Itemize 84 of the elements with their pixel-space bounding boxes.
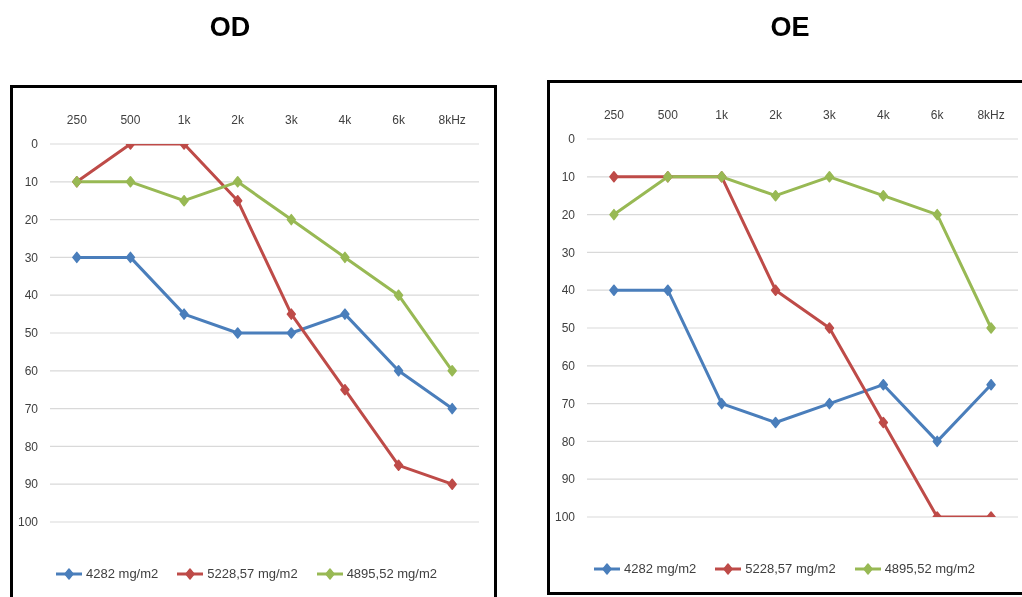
point (663, 284, 673, 296)
point (393, 289, 404, 301)
legend-label: 4895,52 mg/m2 (346, 566, 437, 581)
point (447, 402, 457, 415)
y-tick-label: 70 (24, 401, 39, 416)
point (824, 322, 835, 334)
point (986, 378, 996, 391)
y-tick-label: 50 (24, 326, 39, 341)
x-tick-label: 250 (66, 113, 88, 127)
y-tick-label: 10 (24, 175, 39, 190)
x-tick-label: 6k (392, 113, 406, 127)
point (125, 176, 136, 188)
point (286, 327, 297, 339)
legend-label: 4895,52 mg/m2 (884, 561, 975, 576)
x-tick-label: 1k (715, 108, 730, 122)
point (932, 208, 942, 221)
point (878, 189, 889, 202)
point (932, 435, 942, 448)
x-tick-label: 8kHz (438, 113, 466, 127)
y-tick-label: 60 (561, 359, 576, 374)
y-tick-label: 100 (554, 510, 576, 525)
point (340, 251, 350, 264)
point (770, 416, 781, 429)
y-tick-label: 40 (561, 283, 576, 298)
y-tick-label: 90 (24, 477, 39, 492)
point (393, 365, 404, 377)
chart-title: OD (208, 12, 252, 43)
legend-label: 4282 mg/m2 (624, 561, 697, 576)
point (393, 459, 404, 472)
point (72, 251, 82, 264)
y-tick-label: 50 (561, 321, 576, 336)
y-tick-label: 20 (561, 207, 576, 222)
x-tick-label: 3k (284, 113, 299, 127)
y-tick-label: 60 (24, 364, 39, 379)
point (232, 194, 243, 207)
x-tick-label: 3k (823, 108, 837, 122)
point (770, 189, 781, 202)
x-tick-label: 8kHz (977, 108, 1005, 122)
legend-label: 5228,57 mg/m2 (745, 561, 836, 576)
y-tick-label: 0 (31, 137, 39, 152)
point (286, 308, 297, 320)
x-tick-label: 4k (876, 108, 891, 122)
point (232, 176, 243, 188)
point (447, 478, 457, 490)
y-tick-label: 80 (561, 434, 576, 449)
point (770, 284, 781, 296)
y-tick-label: 30 (24, 250, 39, 265)
point (125, 251, 136, 264)
point (878, 416, 889, 429)
x-tick-label: 500 (657, 108, 679, 122)
y-tick-label: 100 (17, 515, 39, 530)
y-tick-label: 70 (561, 396, 576, 411)
point (609, 208, 619, 221)
point (179, 308, 189, 320)
x-tick-label: 2k (769, 108, 783, 122)
x-tick-label: 250 (603, 108, 625, 122)
point (179, 194, 189, 207)
point (609, 171, 619, 183)
point (986, 322, 996, 334)
y-tick-label: 30 (561, 245, 576, 260)
x-tick-label: 4k (338, 113, 353, 127)
y-tick-label: 20 (24, 212, 39, 227)
point (609, 284, 619, 296)
y-tick-label: 40 (24, 288, 39, 303)
point (824, 397, 835, 410)
y-tick-label: 80 (24, 439, 39, 454)
x-tick-label: 2k (231, 113, 246, 127)
point (716, 397, 727, 410)
legend-label: 5228,57 mg/m2 (207, 566, 298, 581)
x-tick-label: 500 (120, 113, 141, 127)
point (447, 365, 457, 377)
point (824, 171, 835, 183)
y-tick-label: 10 (561, 170, 576, 185)
point (340, 308, 350, 320)
x-tick-label: 6k (930, 108, 945, 122)
legend-label: 4282 mg/m2 (86, 566, 159, 581)
x-tick-label: 1k (177, 113, 192, 127)
chart-title: OE (769, 12, 811, 43)
point (232, 327, 243, 339)
y-tick-label: 90 (561, 472, 576, 487)
y-tick-label: 0 (568, 132, 576, 147)
point (340, 383, 350, 396)
point (878, 378, 889, 391)
point (286, 213, 297, 226)
